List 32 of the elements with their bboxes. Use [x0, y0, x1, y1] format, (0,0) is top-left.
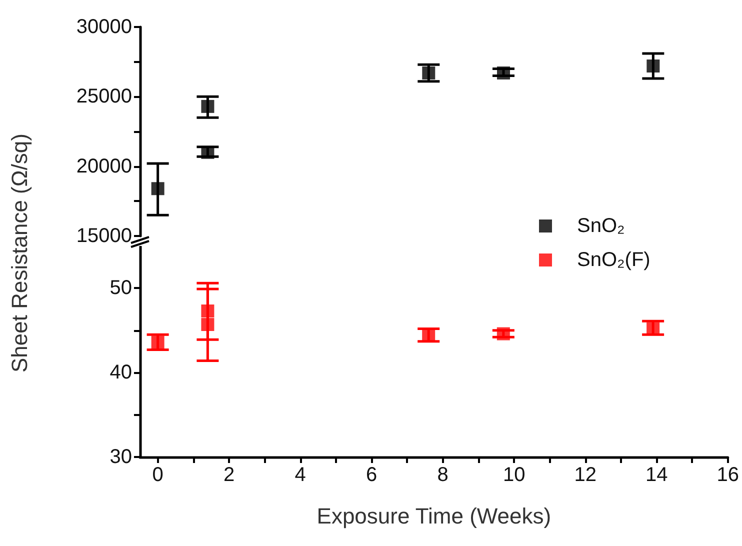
- point: [422, 328, 436, 342]
- point: [151, 182, 164, 196]
- point: [496, 66, 510, 80]
- point: [151, 336, 164, 349]
- point: [201, 146, 214, 159]
- y-tick-label: 50: [110, 277, 132, 300]
- x-tick-label: 4: [294, 464, 306, 486]
- y-tick-label: 20000: [76, 155, 132, 178]
- point: [201, 100, 214, 113]
- y-tick-label: 40: [110, 362, 132, 384]
- y-tick-label: 15000: [76, 225, 132, 247]
- y-axis-title: Sheet Resistance (Ω/sq): [7, 132, 33, 374]
- point: [201, 304, 214, 318]
- x-tick-label: 10: [502, 464, 526, 486]
- x-tick-label: 8: [437, 464, 448, 486]
- y-tick-label: 30: [110, 446, 132, 468]
- point: [646, 60, 660, 73]
- y-tick-label: 25000: [76, 86, 132, 108]
- x-axis-title: Exposure Time (Weeks): [316, 504, 552, 528]
- x-tick-label: 14: [645, 464, 668, 486]
- point: [496, 327, 510, 340]
- point: [201, 318, 214, 331]
- x-tick-label: 16: [716, 464, 739, 486]
- x-tick-label: 2: [224, 464, 235, 486]
- legend-label: SnO₂: [577, 215, 625, 237]
- legend-label: SnO₂(F): [577, 249, 650, 271]
- y-tick-label: 30000: [76, 16, 132, 38]
- point: [646, 322, 660, 336]
- point: [422, 66, 436, 80]
- x-tick-label: 12: [574, 464, 596, 486]
- x-tick-label: 0: [152, 464, 164, 486]
- x-tick-label: 6: [366, 464, 378, 486]
